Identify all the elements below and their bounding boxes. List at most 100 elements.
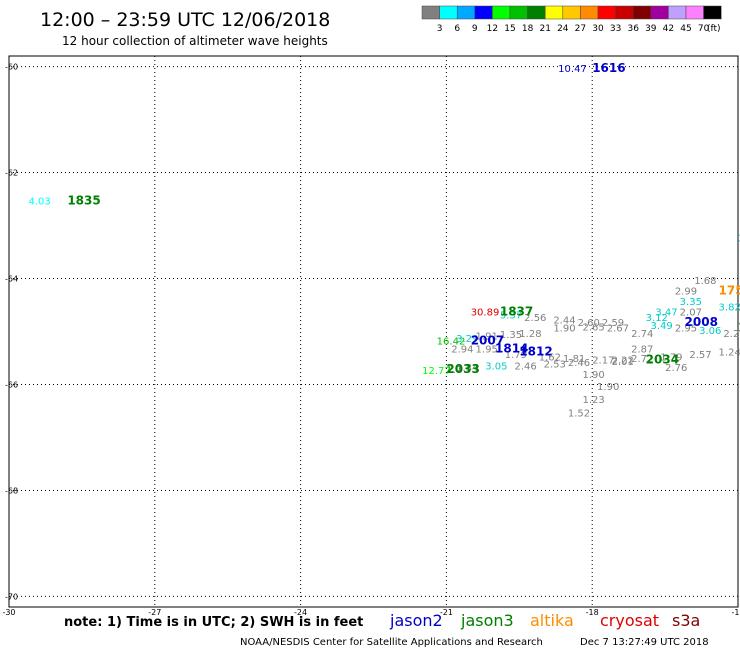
x-tick-label: -24	[294, 608, 307, 617]
wave-height-label: 3.49	[651, 321, 673, 332]
y-tick-label: -70	[5, 592, 18, 601]
plot-frame	[8, 55, 739, 608]
wave-height-label: 2.72	[631, 354, 653, 365]
legend-label: 15	[504, 24, 515, 34]
wave-height-label: 2.01	[612, 357, 634, 368]
y-tick-label: -68	[5, 486, 18, 495]
wave-height-label: 2.17	[592, 355, 614, 366]
wave-height-label: 1.28	[519, 329, 541, 340]
satellite-s3a: s3a	[672, 611, 700, 630]
time-label: 15	[738, 321, 740, 335]
y-tick-label: -64	[5, 275, 18, 284]
legend-label: 3	[437, 24, 443, 34]
legend-swatch	[685, 5, 704, 20]
grid	[9, 56, 738, 607]
color-legend: 3 6 9 12 15 18 21 24 27 30 33 36 39 42 45 70	[421, 5, 722, 34]
legend-swatch	[703, 5, 722, 20]
legend-swatch	[474, 5, 493, 20]
wave-height-label: 1.62	[539, 353, 561, 364]
wave-height-label: 2.53	[544, 360, 566, 371]
wave-height-label: 1.90	[553, 324, 575, 335]
wave-height-label: 2.60	[578, 318, 600, 329]
time-label: 1837	[500, 305, 533, 319]
footer-timestamp: Dec 7 13:27:49 UTC 2018	[580, 637, 709, 648]
x-tick-label: -15	[731, 608, 740, 617]
wave-height-label: 2.46	[514, 362, 536, 373]
legend-unit: (ft)	[707, 24, 721, 34]
legend-label: 12	[487, 24, 498, 34]
wave-height-label: 4.03	[28, 196, 50, 207]
legend-swatch	[580, 5, 599, 20]
wave-height-label: 2.44	[553, 316, 575, 327]
legend-label: 42	[663, 24, 674, 34]
satellite-legend: jason2 jason3 altika cryosat s3a	[389, 611, 700, 630]
wave-height-label: 3.16	[738, 233, 740, 244]
wave-height-label: 3.35	[680, 297, 702, 308]
wave-height-label: 2.67	[607, 324, 629, 335]
wave-height-label: 16.42	[437, 337, 466, 348]
legend-label: 18	[522, 24, 534, 34]
wave-height-label: 1.91	[476, 331, 498, 342]
wave-height-label: 2.95	[675, 324, 697, 335]
wave-height-label: 3.05	[485, 362, 507, 373]
wave-height-label: 12.77	[422, 366, 451, 377]
time-label: 1835	[67, 193, 100, 207]
time-label: 2007	[471, 334, 504, 348]
wave-height-label: 30.89	[471, 308, 500, 319]
wave-height-label: 2.59	[602, 318, 624, 329]
legend-swatch	[632, 5, 652, 20]
wave-height-label: 1.7	[446, 365, 462, 376]
time-label: 2033	[446, 362, 479, 376]
satellite-altika: altika	[530, 611, 574, 630]
x-tick-label: -18	[586, 608, 599, 617]
wave-height-label: 3.12	[646, 313, 668, 324]
satellite-jason2: jason2	[389, 611, 443, 630]
legend-swatch	[439, 5, 458, 20]
y-tick-label: -66	[5, 380, 18, 389]
legend-label: 24	[557, 24, 569, 34]
legend-label: 36	[627, 24, 639, 34]
wave-height-label: 1.79	[660, 353, 682, 364]
footer-note: note: 1) Time is in UTC; 2) SWH is in fe…	[64, 615, 363, 630]
wave-height-label: 2.07	[680, 308, 702, 319]
wave-height-label: 1.95	[476, 345, 498, 356]
wave-height-label: 1.52	[568, 408, 590, 419]
tick-labels: -30 -27 -24 -21 -18 -15 -60 -62 -64 -66 -68 -70	[2, 63, 740, 617]
satellite-jason3: jason3	[460, 611, 514, 630]
legend-swatch	[615, 5, 634, 20]
wave-height-label: 1.24	[719, 347, 740, 358]
time-label: 1616	[592, 61, 625, 75]
wave-height-label: 2.57	[689, 350, 711, 361]
legend-label: 9	[472, 24, 478, 34]
time-label: 175	[719, 283, 740, 297]
y-tick-label: -60	[5, 63, 18, 72]
chart-subtitle: 12 hour collection of altimeter wave hei…	[62, 34, 328, 48]
wave-height-label: 2.25	[723, 329, 740, 340]
legend-label: 45	[680, 24, 691, 34]
footer-credit: NOAA/NESDIS Center for Satellite Applica…	[240, 637, 543, 648]
wave-height-label: 2.65	[582, 322, 604, 333]
wave-height-label: 1.23	[582, 395, 604, 406]
wave-height-label: 1.90	[582, 370, 604, 381]
legend-swatch	[492, 5, 511, 20]
legend-swatch	[421, 5, 440, 20]
wave-height-label: 5.37	[500, 310, 522, 321]
y-tick-label: -62	[5, 169, 18, 178]
x-tick-label: -27	[148, 608, 161, 617]
wave-height-label: 1.81	[563, 354, 585, 365]
wave-height-label: 10.47	[558, 64, 587, 75]
legend-label: 30	[592, 24, 604, 34]
legend-label: 39	[645, 24, 657, 34]
time-label: 1812	[519, 344, 552, 358]
wave-height-label: 2.87	[631, 345, 653, 356]
legend-label: 21	[539, 24, 550, 34]
wave-height-label: 2.56	[524, 313, 546, 324]
legend-swatch	[509, 5, 528, 20]
wave-height-label: 2.99	[675, 286, 697, 297]
legend-label: 33	[610, 24, 621, 34]
legend-swatch	[562, 5, 581, 20]
legend-label: 27	[575, 24, 586, 34]
x-tick-label: -21	[440, 608, 453, 617]
